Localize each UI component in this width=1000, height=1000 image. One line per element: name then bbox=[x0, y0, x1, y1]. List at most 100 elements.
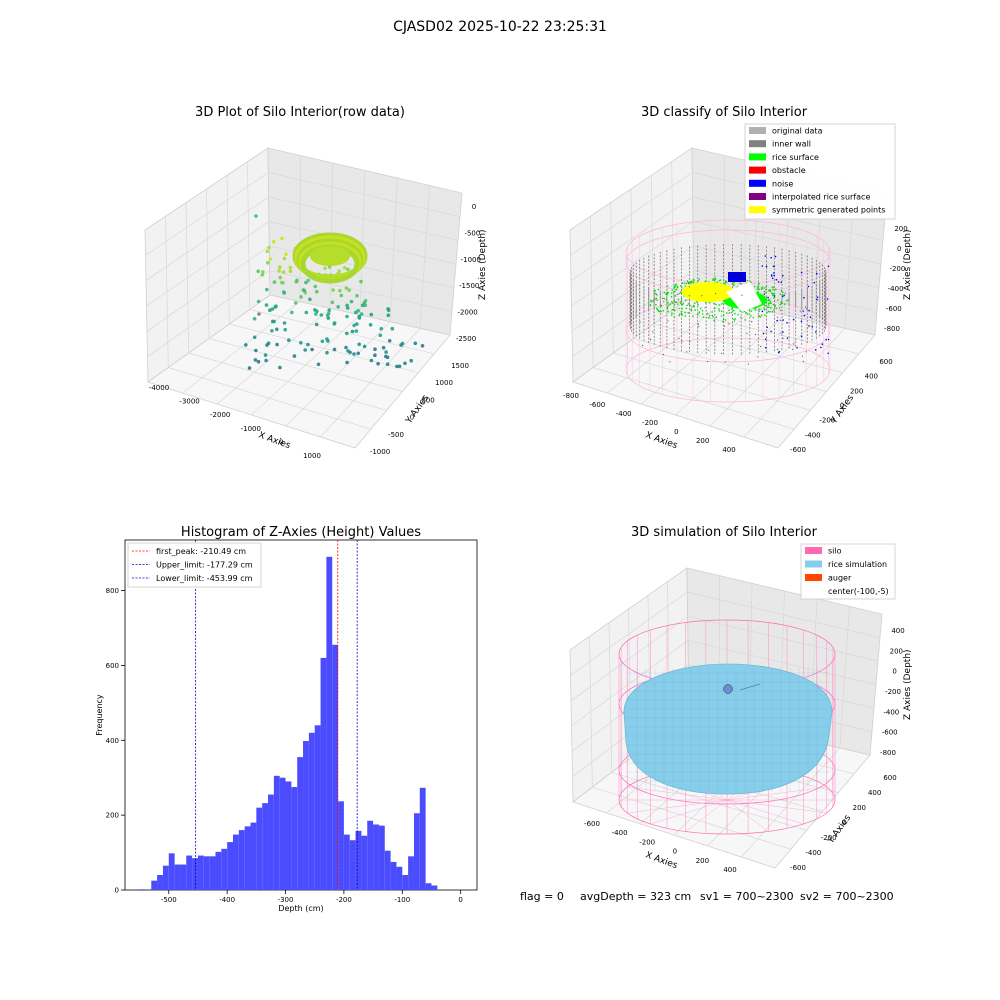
classify-rice-point bbox=[760, 288, 763, 291]
classify-rice-point bbox=[761, 286, 763, 289]
simulation-legend-label: center(-100,-5) bbox=[828, 587, 889, 596]
histogram-bar bbox=[157, 875, 163, 890]
classify-rice-point bbox=[679, 285, 682, 287]
raw-point bbox=[385, 362, 390, 367]
classify-rice-point bbox=[767, 304, 770, 306]
footer-status: flag = 0 avgDepth = 323 cm sv1 = 700~230… bbox=[520, 890, 894, 903]
classify-legend-swatch bbox=[749, 153, 766, 161]
raw-point bbox=[373, 347, 377, 352]
classify-rice-point bbox=[705, 301, 707, 304]
raw-point bbox=[369, 358, 374, 363]
classify-original-point bbox=[773, 309, 775, 311]
classify-rice-point bbox=[724, 319, 727, 321]
classify-rice-point bbox=[769, 311, 771, 313]
classify-rice-point bbox=[763, 307, 765, 309]
raw-point bbox=[284, 252, 288, 256]
classify-x-tick: -600 bbox=[589, 401, 605, 409]
simulation-x-tick: -600 bbox=[584, 820, 600, 828]
classify-noise-point bbox=[782, 274, 784, 277]
raw-point bbox=[325, 350, 329, 355]
classify-original-point bbox=[805, 351, 807, 353]
raw-point bbox=[359, 312, 364, 316]
simulation-rice-mesh bbox=[626, 668, 830, 792]
classify-original-point bbox=[681, 340, 683, 342]
classify-rice-point bbox=[781, 294, 784, 296]
classify-rice-point bbox=[756, 291, 759, 293]
classify-z-tick: 200 bbox=[894, 225, 907, 233]
raw-point bbox=[346, 267, 350, 272]
histogram-bar bbox=[297, 757, 304, 890]
histogram-bar bbox=[291, 787, 298, 890]
raw-point bbox=[252, 335, 257, 340]
classify-rice-point bbox=[673, 316, 676, 318]
classify-original-point bbox=[799, 310, 801, 312]
simulation-y-tick: 200 bbox=[853, 804, 866, 812]
classify-original-point bbox=[708, 349, 710, 351]
histogram-bar bbox=[162, 865, 169, 890]
histogram-bars bbox=[139, 556, 438, 890]
raw-zlabel: Z Axies (Depth) bbox=[478, 229, 488, 300]
simulation-xticks: -600 -400 -200 0 200 400 bbox=[584, 820, 737, 874]
simulation-scene bbox=[618, 619, 836, 835]
simulation-legend-swatch bbox=[805, 547, 822, 554]
classify-original-point bbox=[754, 333, 757, 336]
classify-title: 3D classify of Silo Interior bbox=[641, 105, 808, 120]
classify-rice-point bbox=[780, 301, 783, 303]
histogram-bar bbox=[326, 556, 333, 890]
raw-x-tick: -4000 bbox=[149, 384, 169, 392]
raw-z-tick: -1500 bbox=[459, 282, 479, 290]
raw-point bbox=[265, 287, 269, 292]
histogram-bar bbox=[168, 853, 175, 890]
classify-y-tick: 200 bbox=[850, 387, 863, 395]
raw-point bbox=[265, 249, 270, 254]
classify-noise-point bbox=[816, 298, 818, 301]
classify-rice-point bbox=[680, 298, 683, 300]
histogram-bar bbox=[413, 813, 420, 890]
raw-point bbox=[304, 310, 309, 315]
raw-x-tick: -3000 bbox=[179, 398, 199, 406]
raw-z-tick: -2000 bbox=[457, 309, 477, 317]
classify-original-point bbox=[747, 363, 750, 365]
raw-y-tick: 1500 bbox=[451, 362, 469, 370]
classify-rice-point bbox=[756, 288, 759, 291]
classify-original-point bbox=[779, 319, 782, 321]
classify-rice-point bbox=[693, 305, 695, 308]
classify-rice-point bbox=[671, 312, 673, 314]
classify-rice-point bbox=[674, 301, 677, 303]
classify-rice-point bbox=[660, 310, 662, 313]
simulation-legend-label: auger bbox=[828, 574, 852, 583]
raw-point bbox=[252, 316, 257, 321]
classify-original-point bbox=[689, 304, 691, 306]
histogram-bar bbox=[186, 855, 193, 890]
raw-point bbox=[313, 284, 318, 289]
classify-noise-point bbox=[782, 319, 784, 321]
histogram-bar bbox=[332, 644, 339, 890]
histogram-ytick-label: 800 bbox=[106, 587, 119, 595]
classify-rice-point bbox=[764, 308, 766, 311]
histogram-bar bbox=[221, 848, 228, 890]
raw-point bbox=[384, 354, 388, 359]
classify-rice-point bbox=[722, 318, 725, 321]
simulation-z-tick: 200 bbox=[890, 647, 903, 655]
footer-avg-depth: avgDepth = 323 cm bbox=[580, 890, 691, 903]
simulation-y-tick: 0 bbox=[842, 819, 846, 827]
classify-legend-label: original data bbox=[772, 127, 823, 136]
classify-noise-point bbox=[809, 316, 812, 319]
classify-rice-point bbox=[693, 279, 695, 282]
classify-rice-point bbox=[765, 291, 767, 294]
simulation-z-tick: 0 bbox=[892, 668, 896, 676]
histogram-bar bbox=[215, 851, 222, 890]
classify-noise-point bbox=[814, 349, 817, 351]
classify-noise-point bbox=[776, 319, 778, 322]
histogram-bar bbox=[431, 885, 438, 890]
histogram-bar bbox=[174, 864, 181, 890]
histogram-bar bbox=[396, 866, 403, 890]
classify-noise-point bbox=[808, 309, 810, 312]
classify-rice-point bbox=[754, 307, 756, 310]
classify-rice-point bbox=[718, 308, 720, 310]
classify-noise-point bbox=[820, 346, 822, 349]
raw-point bbox=[253, 358, 258, 362]
classify-legend-label: symmetric generated points bbox=[772, 206, 885, 215]
raw-point bbox=[342, 266, 347, 270]
classify-rice-point bbox=[671, 289, 673, 291]
